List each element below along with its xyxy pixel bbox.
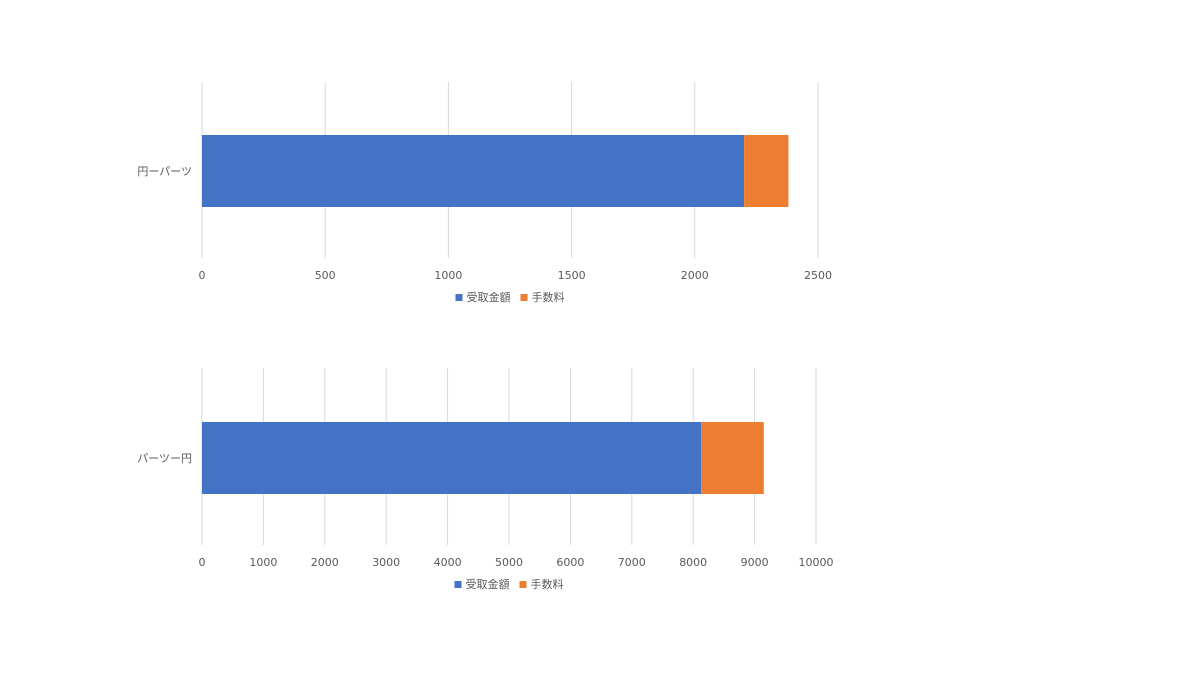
x-tick-label: 4000: [434, 556, 462, 569]
x-tick-label: 8000: [679, 556, 707, 569]
x-tick-label: 2000: [311, 556, 339, 569]
x-tick-label: 10000: [799, 556, 834, 569]
legend-label: 受取金額: [466, 577, 510, 591]
legend-label: 手数料: [531, 577, 564, 591]
legend-label: 手数料: [532, 290, 565, 304]
bar-fee: [744, 135, 789, 207]
x-tick-label: 0: [199, 556, 206, 569]
bar-received-amount: [202, 422, 702, 494]
x-tick-label: 9000: [741, 556, 769, 569]
bar-received-amount: [202, 135, 745, 207]
category-label: パーツー円: [137, 452, 192, 465]
x-tick-label: 1000: [249, 556, 277, 569]
x-tick-label: 500: [315, 269, 336, 282]
x-tick-label: 6000: [556, 556, 584, 569]
legend-label: 受取金額: [467, 290, 511, 304]
x-tick-label: 7000: [618, 556, 646, 569]
x-tick-label: 3000: [372, 556, 400, 569]
bar-fee: [701, 422, 764, 494]
x-tick-label: 2500: [804, 269, 832, 282]
legend-swatch: [454, 581, 462, 588]
legend-swatch: [520, 294, 528, 301]
x-tick-label: 2000: [681, 269, 709, 282]
category-label: 円ーパーツ: [137, 165, 192, 178]
x-tick-label: 1000: [434, 269, 462, 282]
legend-swatch: [519, 581, 527, 588]
x-tick-label: 0: [199, 269, 206, 282]
x-tick-label: 1500: [558, 269, 586, 282]
x-tick-label: 5000: [495, 556, 523, 569]
legend-swatch: [455, 294, 463, 301]
